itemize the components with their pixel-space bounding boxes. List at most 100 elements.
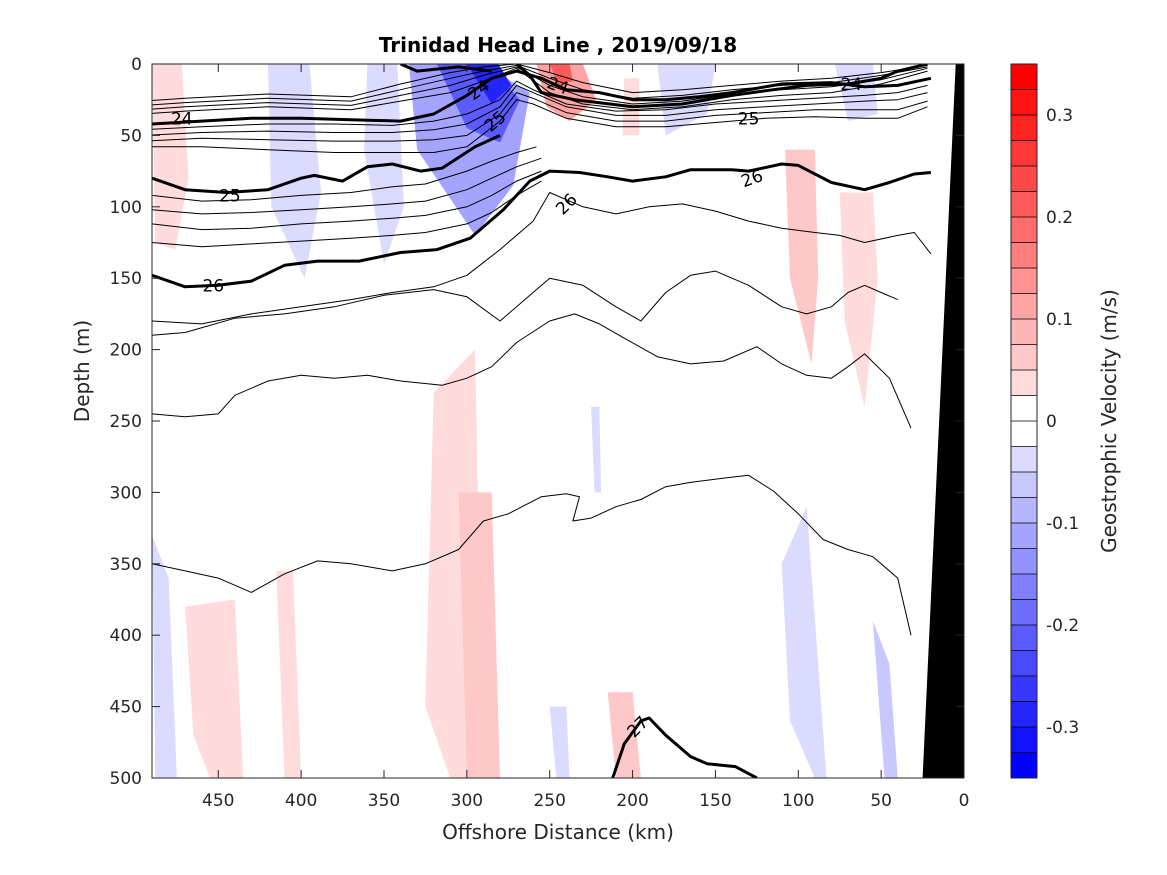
colorbar-step xyxy=(1011,293,1037,320)
velocity-patch xyxy=(657,64,716,136)
colorbar: 0.3 0.2 0.1 0 -0.1 -0.2 -0.3 xyxy=(1010,63,1079,779)
colorbar-step xyxy=(1011,191,1037,218)
velocity-patch xyxy=(781,506,827,778)
contour-label: 26 xyxy=(202,276,224,296)
contour-label: 24 xyxy=(171,109,193,129)
major-contour-line xyxy=(400,64,492,73)
contour-label-text: 25 xyxy=(219,186,241,206)
colorbar-tick-label: -0.1 xyxy=(1046,514,1079,534)
minor-contour-line xyxy=(152,64,928,102)
contour-label: 24 xyxy=(840,75,862,95)
y-tick-label: 0 xyxy=(131,55,142,75)
y-tick-label: 500 xyxy=(110,769,142,789)
major-contour-line xyxy=(515,64,928,109)
y-tick-label: 250 xyxy=(110,412,142,432)
colorbar-step xyxy=(1011,472,1037,498)
seafloor-shape xyxy=(922,64,964,778)
velocity-patch xyxy=(549,706,570,778)
velocity-patch xyxy=(466,64,512,104)
colorbar-frame xyxy=(1010,63,1038,779)
x-tick-label: 400 xyxy=(285,791,317,811)
x-tick-label: 200 xyxy=(616,791,648,811)
x-tick-label: 350 xyxy=(368,791,400,811)
minor-contour-line xyxy=(152,66,928,110)
minor-contour-line xyxy=(152,146,537,202)
colorbar-step xyxy=(1011,727,1037,753)
velocity-patch xyxy=(152,64,189,250)
contour-label-text: 26 xyxy=(202,276,224,296)
velocity-patch xyxy=(607,692,641,778)
colorbar-step xyxy=(1011,89,1037,116)
velocity-patch xyxy=(549,64,573,86)
x-axis-title: Offshore Distance (km) xyxy=(442,820,674,844)
contour-label-text: 24 xyxy=(840,75,862,95)
colorbar-step xyxy=(1011,395,1037,422)
colorbar-step xyxy=(1011,268,1037,294)
colorbar-step xyxy=(1011,64,1037,90)
colorbar-step xyxy=(1011,446,1037,473)
x-axis: 450 400 350 300 250 200 150 100 50 0 xyxy=(202,64,969,811)
colorbar-step xyxy=(1011,548,1037,575)
x-tick-label: 450 xyxy=(202,791,234,811)
velocity-patch xyxy=(839,192,878,407)
density-contours xyxy=(152,64,932,778)
colorbar-tick-label: 0.2 xyxy=(1046,208,1073,228)
x-tick-label: 150 xyxy=(699,791,731,811)
colorbar-tick-label: -0.2 xyxy=(1046,616,1079,636)
colorbar-step xyxy=(1011,166,1037,192)
minor-contour-line xyxy=(152,92,928,142)
minor-contour-line xyxy=(152,67,928,114)
colorbar-step xyxy=(1011,625,1037,651)
velocity-patch xyxy=(185,599,244,778)
seafloor-bathymetry xyxy=(922,64,964,778)
minor-contour-line xyxy=(152,99,928,153)
colorbar-step xyxy=(1011,523,1037,549)
y-axis: 0 50 100 150 200 250 300 350 400 450 500 xyxy=(110,55,964,789)
x-tick-label: 300 xyxy=(451,791,483,811)
x-tick-label: 250 xyxy=(533,791,565,811)
velocity-patch xyxy=(276,570,302,778)
colorbar-step xyxy=(1011,676,1037,702)
chart-title: Trinidad Head Line , 2019/09/18 xyxy=(379,33,737,57)
x-tick-label: 0 xyxy=(959,791,970,811)
x-tick-label: 50 xyxy=(870,791,892,811)
minor-contour-line xyxy=(152,84,928,136)
colorbar-tick-label: 0.1 xyxy=(1046,310,1073,330)
colorbar-step xyxy=(1011,370,1037,396)
y-tick-label: 100 xyxy=(110,198,142,218)
colorbar-step xyxy=(1011,599,1037,626)
colorbar-step xyxy=(1011,497,1037,524)
contour-label: 25 xyxy=(738,109,760,129)
velocity-patch xyxy=(536,64,597,122)
colorbar-step xyxy=(1011,752,1037,779)
velocity-patch xyxy=(458,492,500,778)
velocity-patch xyxy=(834,64,878,122)
y-tick-label: 400 xyxy=(110,626,142,646)
colorbar-step xyxy=(1011,217,1037,243)
colorbar-title: Geostrophic Velocity (m/s) xyxy=(1097,289,1121,553)
minor-contour-line xyxy=(152,180,542,248)
y-tick-label: 150 xyxy=(110,269,142,289)
major-contour-line xyxy=(611,716,758,778)
y-tick-label: 450 xyxy=(110,698,142,718)
colorbar-step xyxy=(1011,650,1037,677)
major-contour-line xyxy=(152,134,501,194)
velocity-patch xyxy=(785,149,819,364)
major-contour-line xyxy=(152,162,932,289)
colorbar-step xyxy=(1011,319,1037,345)
minor-contour-line xyxy=(152,80,928,130)
colorbar-tick-label: -0.3 xyxy=(1046,718,1079,738)
minor-contour-line xyxy=(152,474,912,636)
colorbar-step xyxy=(1011,140,1037,167)
minor-contour-line xyxy=(152,192,932,325)
y-axis-title: Depth (m) xyxy=(70,320,94,422)
velocity-patch xyxy=(152,535,177,778)
colorbar-step xyxy=(1011,421,1037,447)
colorbar-tick-label: 0.3 xyxy=(1046,106,1073,126)
colorbar-step xyxy=(1011,701,1037,728)
colorbar-step xyxy=(1011,242,1037,269)
colorbar-step xyxy=(1011,574,1037,600)
x-tick-label: 100 xyxy=(782,791,814,811)
colorbar-step xyxy=(1011,344,1037,371)
